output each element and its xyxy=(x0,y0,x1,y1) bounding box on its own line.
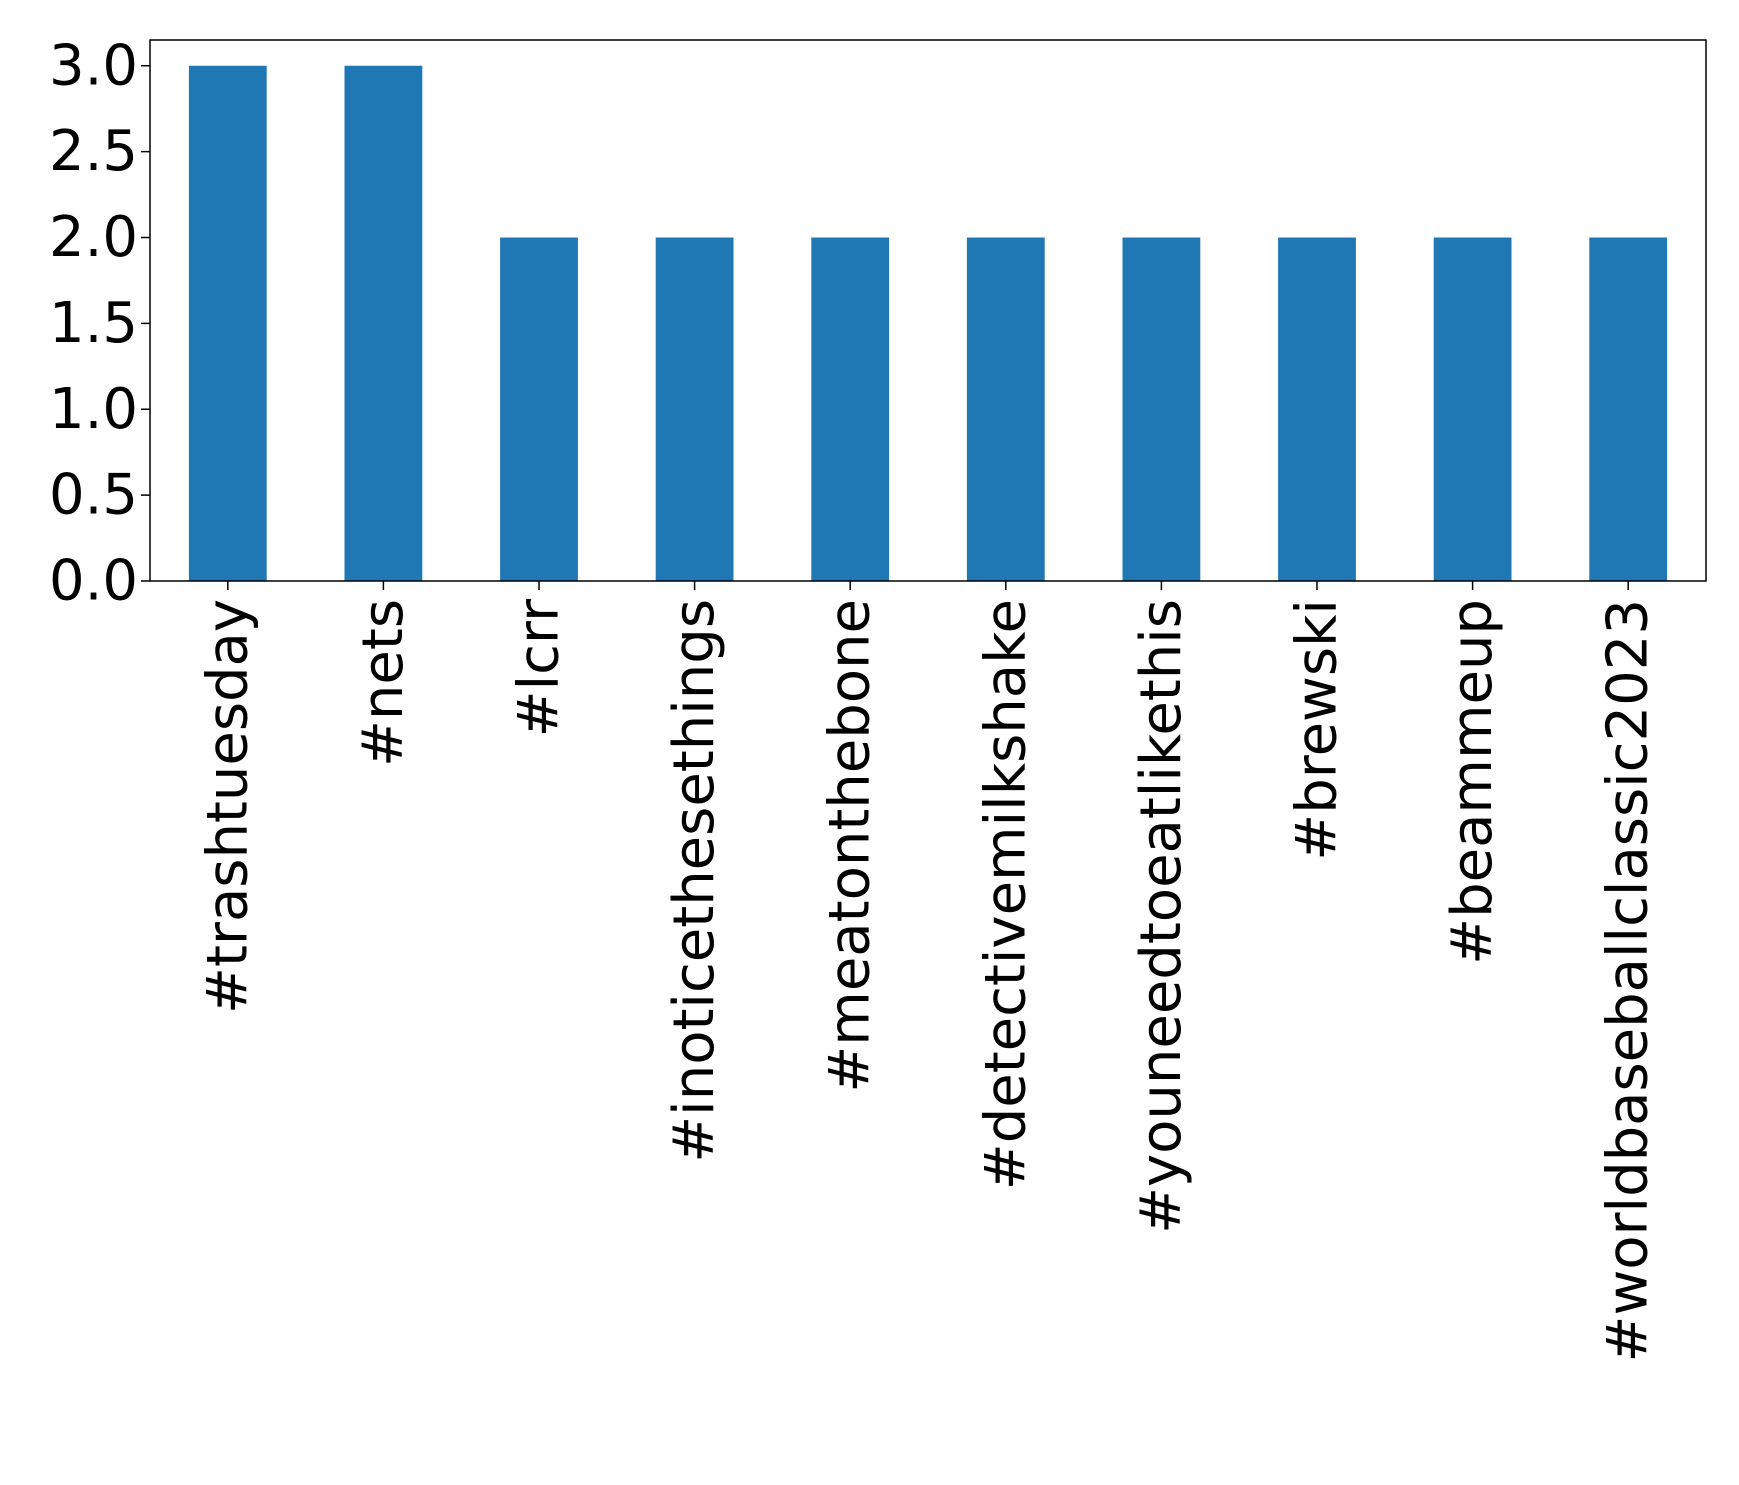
y-tick-label: 0.0 xyxy=(49,549,138,614)
x-tick-label: #lcrr xyxy=(507,598,572,737)
bar-beammeup xyxy=(1433,237,1512,581)
x-tick-label: #brewski xyxy=(1285,599,1350,861)
y-tick-label: 1.0 xyxy=(49,377,138,442)
plot-frame xyxy=(149,39,1707,582)
bar-youneedtoeatlikethis xyxy=(1122,237,1201,581)
x-tick-label: #youneedtoeatlikethis xyxy=(1129,599,1194,1234)
x-tick-label: #trashtuesday xyxy=(195,599,260,1014)
x-tick-label: #detectivemilkshake xyxy=(973,599,1038,1190)
x-tick-label: #nets xyxy=(351,599,416,767)
y-tick-label: 3.0 xyxy=(49,33,138,98)
x-tick-label: #worldbaseballclassic2023 xyxy=(1596,599,1661,1362)
bar-brewski xyxy=(1278,237,1356,581)
bar-meatonthebone xyxy=(811,237,890,581)
bars-layer xyxy=(188,65,1668,581)
bar-trashtuesday xyxy=(188,65,267,581)
y-tick-label: 2.0 xyxy=(49,205,138,270)
bar-worldbaseballclassic2023 xyxy=(1589,237,1668,581)
x-tick-label: #inoticethesethings xyxy=(662,599,727,1163)
bar-nets xyxy=(344,65,423,581)
y-tick-label: 1.5 xyxy=(49,291,138,356)
x-tick-label: #meatonthebone xyxy=(818,599,883,1093)
x-axis: #trashtuesday #nets #lcrr #inoticethesethin… xyxy=(195,581,1661,1362)
y-tick-label: 2.5 xyxy=(49,119,138,184)
bar-detectivemilkshake xyxy=(966,237,1045,581)
y-tick-label: 0.5 xyxy=(49,463,138,528)
y-axis: 0.0 0.5 1.0 1.5 2.0 2.5 3.0 xyxy=(49,33,150,614)
x-tick-label: #beammeup xyxy=(1440,599,1505,965)
bar-lcrr xyxy=(500,237,578,581)
bar-inoticethesethings xyxy=(655,237,734,581)
